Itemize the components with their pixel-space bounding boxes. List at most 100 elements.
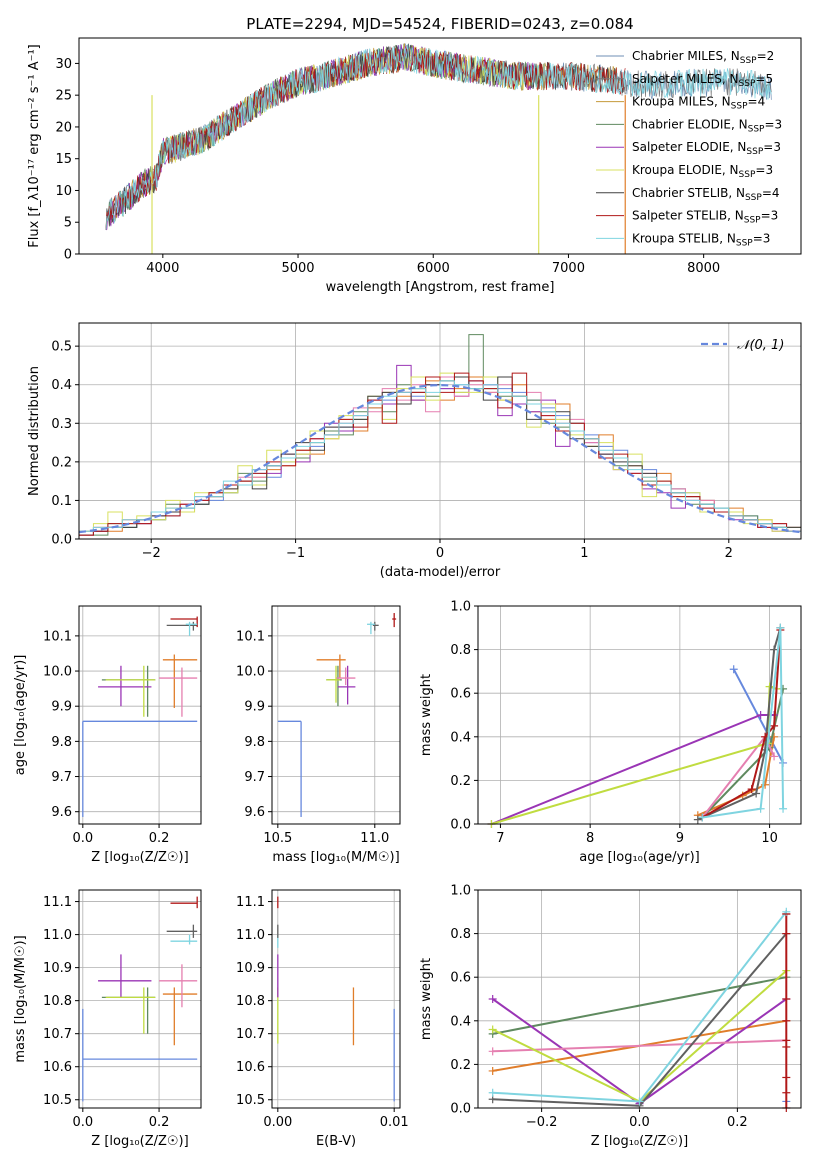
legend-entry: Kroupa MILES, NSSP=4	[632, 95, 765, 112]
legend-entry: Chabrier ELODIE, NSSP=3	[632, 117, 782, 134]
panels: 4000 5000 6000 7000 8000051015202530waveleng…	[13, 37, 802, 1149]
weight-marker	[779, 804, 788, 813]
legend-entry: Salpeter ELODIE, NSSP=3	[632, 140, 781, 157]
weight-marker	[729, 665, 738, 674]
legend-entry: Kroupa ELODIE, NSSP=3	[632, 163, 773, 180]
y-tick-label: 10.8	[236, 994, 265, 1009]
x-axis-label: mass [log₁₀(M/M☉)]	[272, 850, 399, 865]
panel-weight_vs_Z: −0.2 0.0 0.2 0.0 0.2 0.4 0.6 0.8 1.0 Z [log₁₀(Z/Z…	[419, 884, 802, 1149]
histogram-series	[79, 380, 801, 539]
y-tick-label: 9.9	[51, 700, 72, 715]
x-tick-label: 10	[761, 831, 778, 846]
y-tick-label: 10.7	[43, 1027, 72, 1042]
y-tick-label: 9.7	[51, 770, 72, 785]
x-axis-label: Z [log₁₀(Z/Z☉)]	[91, 1134, 188, 1149]
y-tick-label: 10	[55, 184, 72, 199]
x-tick-label: 7000	[552, 261, 585, 276]
y-tick-label: 0	[64, 248, 72, 263]
x-tick-label: 1	[580, 546, 588, 561]
y-axis-label: mass weight	[419, 674, 434, 756]
axes-frame	[78, 37, 802, 255]
weight-marker	[756, 804, 765, 813]
y-tick-label: 10.8	[43, 994, 72, 1009]
x-tick-label: 0.2	[149, 831, 170, 846]
weight-series	[702, 627, 785, 819]
panel-spectrum: 4000 5000 6000 7000 8000 0 5 10 15 20 25 30 waveleng…	[27, 37, 802, 295]
y-tick-label: 0.0	[51, 533, 72, 548]
y-tick-label: 10.9	[43, 961, 72, 976]
panel-mass_vs_Z: 0.0 0.2 10.5 10.6 10.7 10.8 10.9 11.0 11.1 Z [log…	[13, 889, 202, 1149]
y-tick-label: 0.4	[450, 1014, 471, 1029]
y-tick-label: 0.0	[450, 1102, 471, 1117]
x-tick-label: −0.2	[526, 1115, 558, 1130]
axes-frame	[271, 889, 401, 1109]
x-tick-label: 0.0	[72, 831, 93, 846]
legend-entry: Chabrier MILES, NSSP=2	[632, 49, 774, 66]
y-tick-label: 10.5	[43, 1093, 72, 1108]
x-tick-label: 5000	[281, 261, 314, 276]
y-tick-label: 9.8	[244, 735, 265, 750]
y-tick-label: 9.6	[51, 805, 72, 820]
y-tick-label: 9.6	[244, 805, 265, 820]
weight-marker	[756, 711, 765, 719]
x-tick-label: 0	[436, 546, 444, 561]
y-tick-label: 0.2	[450, 1058, 471, 1073]
weight-marker	[693, 815, 702, 824]
x-axis-label: (data-model)/error	[380, 565, 501, 580]
y-tick-label: 0.4	[51, 378, 72, 393]
weight-marker	[752, 789, 761, 798]
legend-entry: Salpeter MILES, NSSP=5	[632, 72, 773, 89]
weight-marker	[488, 995, 497, 1003]
histogram-series	[79, 372, 801, 539]
y-tick-label: 11.1	[236, 895, 265, 910]
y-tick-label: 0.8	[450, 643, 471, 658]
y-axis-label: Flux [f_λ10⁻¹⁷ erg cm⁻² s⁻¹ A⁻¹]	[27, 44, 42, 248]
spectrum-series	[105, 44, 772, 230]
y-tick-label: 0.6	[450, 971, 471, 986]
weight-marker	[698, 813, 707, 822]
y-tick-label: 0.2	[51, 455, 72, 470]
x-tick-label: 0.00	[263, 1115, 292, 1130]
y-tick-label: 0.8	[450, 927, 471, 942]
x-tick-label: −1	[286, 546, 305, 561]
x-tick-label: 7	[496, 831, 504, 846]
y-axis-label: Normed distribution	[27, 366, 42, 496]
x-tick-label: 0.2	[149, 1115, 170, 1130]
weight-marker	[488, 1088, 497, 1097]
y-tick-label: 1.0	[450, 600, 471, 615]
panel-weight_vs_age: 7 8 9 10 0.0 0.2 0.4 0.6 0.8 1.0 age [log₁₀(age/yr…	[419, 600, 802, 865]
x-tick-label: 0.0	[629, 1115, 650, 1130]
y-tick-label: 0.3	[51, 417, 72, 432]
weight-marker	[488, 1047, 497, 1056]
x-tick-label: 0.2	[727, 1115, 748, 1130]
x-tick-label: −2	[142, 546, 161, 561]
weight-marker	[770, 721, 779, 730]
weight-marker	[776, 623, 785, 632]
x-tick-label: 8	[586, 831, 594, 846]
y-tick-label: 0.1	[51, 494, 72, 509]
y-tick-label: 0.6	[450, 687, 471, 702]
axes-frame	[271, 605, 401, 825]
x-tick-label: 4000	[146, 261, 179, 276]
x-axis-label: E(B-V)	[316, 1134, 356, 1149]
y-tick-label: 10.0	[236, 665, 265, 680]
y-tick-label: 5	[64, 216, 72, 231]
y-tick-label: 0.2	[450, 774, 471, 789]
y-tick-label: 25	[55, 89, 72, 104]
y-tick-label: 11.1	[43, 895, 72, 910]
x-axis-label: age [log₁₀(age/yr)]	[579, 850, 700, 865]
x-axis-label: Z [log₁₀(Z/Z☉)]	[91, 850, 188, 865]
weight-series	[697, 736, 776, 817]
weight-series	[492, 976, 787, 1035]
y-tick-label: 9.7	[244, 770, 265, 785]
weight-marker	[770, 645, 779, 654]
axes-frame	[78, 322, 802, 540]
y-tick-label: 9.8	[51, 735, 72, 750]
panel-residuals: −2 −1 0 1 2 0.0 0.1 0.2 0.3 0.4 0.5 (data-model)/er…	[27, 322, 802, 580]
legend-entry: Salpeter STELIB, NSSP=3	[632, 209, 778, 226]
weight-marker	[488, 1066, 497, 1075]
y-tick-label: 10.5	[236, 1093, 265, 1108]
x-tick-label: 0.01	[380, 1115, 409, 1130]
y-tick-label: 0.0	[450, 818, 471, 833]
legend-entry: Kroupa STELIB, NSSP=3	[632, 231, 770, 248]
